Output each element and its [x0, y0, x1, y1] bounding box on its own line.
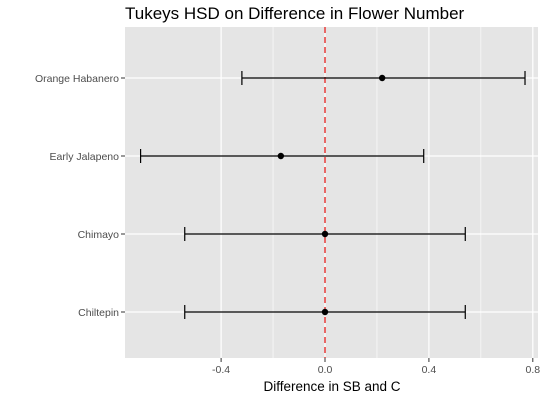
y-tick-label: Orange Habanero: [35, 73, 119, 85]
x-axis-title: Difference in SB and C: [263, 379, 400, 394]
y-tick-label: Chiltepin: [78, 307, 119, 319]
data-point: [322, 309, 328, 315]
data-point: [322, 231, 328, 237]
data-point: [278, 153, 284, 159]
x-tick-label: 0.4: [422, 364, 437, 376]
y-tick-label: Early Jalapeno: [50, 151, 120, 163]
x-tick-label: 0.8: [526, 364, 541, 376]
y-tick-label: Chimayo: [78, 229, 120, 241]
plot-panel: [125, 27, 538, 358]
x-tick-label: -0.4: [212, 364, 230, 376]
x-tick-label: 0.0: [318, 364, 333, 376]
data-point: [379, 75, 385, 81]
